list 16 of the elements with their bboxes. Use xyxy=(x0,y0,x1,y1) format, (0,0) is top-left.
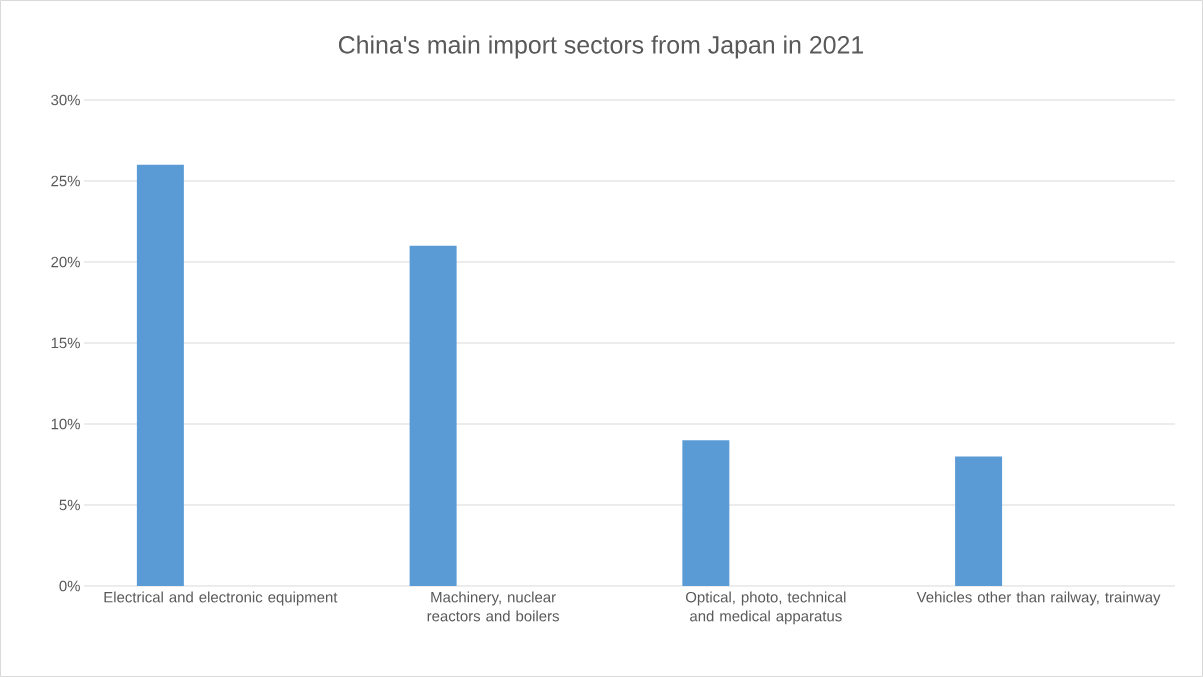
bar xyxy=(955,456,1003,586)
y-tick-label: 30% xyxy=(51,94,80,106)
y-tick-label: 15% xyxy=(51,337,80,349)
x-tick-label: Optical, photo, technical and medical apparatus xyxy=(685,591,846,625)
y-tick-label: 10% xyxy=(51,418,80,430)
y-tick-label: 20% xyxy=(51,256,80,268)
bar xyxy=(409,245,457,586)
bar xyxy=(136,164,184,586)
x-tick-label: Electrical and electronic equipment xyxy=(104,591,338,606)
x-tick-label: Machinery, nuclear reactors and boilers xyxy=(427,591,559,622)
y-tick-label: 0% xyxy=(59,580,80,592)
x-tick-label: Vehicles other than railway, trainway xyxy=(916,591,1161,606)
bar xyxy=(682,440,730,586)
y-tick-label: 5% xyxy=(59,499,80,511)
chart-title: China's main import sectors from Japan in 2021 xyxy=(338,35,864,59)
y-tick-label: 25% xyxy=(51,175,80,187)
